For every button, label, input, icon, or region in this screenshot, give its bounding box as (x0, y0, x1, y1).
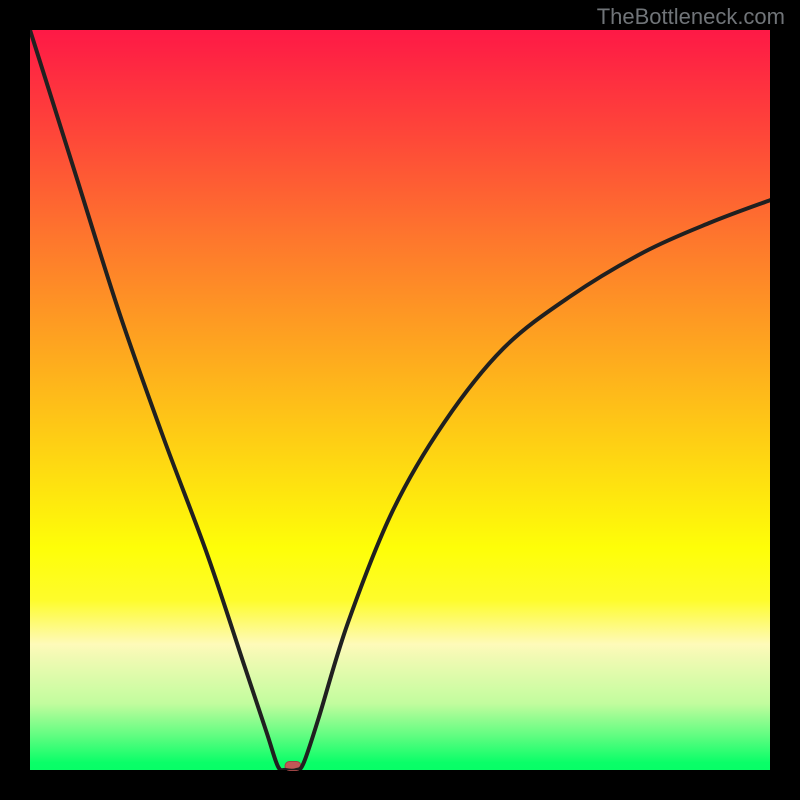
watermark-text: TheBottleneck.com (597, 4, 785, 30)
highlight-marker (284, 761, 301, 771)
plot-svg (30, 30, 770, 770)
chart-area (30, 30, 770, 770)
